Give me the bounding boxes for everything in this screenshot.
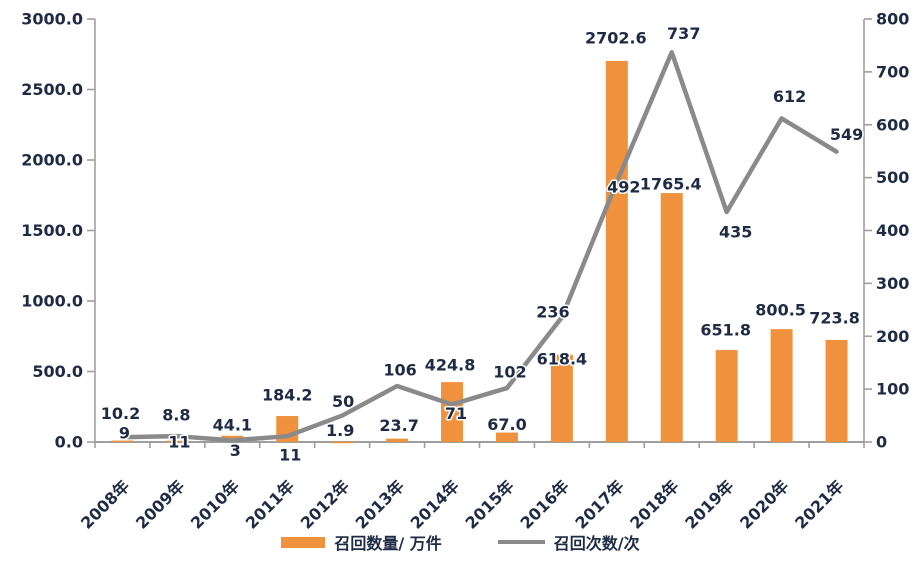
line-data-label: 492	[607, 177, 640, 196]
bar-data-label: 23.7	[379, 416, 418, 435]
right-axis-tick-label: 500	[876, 168, 909, 187]
left-axis-tick-label: 500.0	[32, 362, 83, 381]
bar-data-label: 2702.6	[585, 28, 647, 47]
x-axis-category-label: 2013年	[352, 476, 408, 530]
line-data-label: 737	[667, 24, 700, 43]
right-axis-tick-label: 0	[876, 433, 887, 452]
line-data-label: 549	[830, 125, 863, 144]
right-axis-tick-label: 300	[876, 274, 909, 293]
right-axis-tick-label: 100	[876, 380, 909, 399]
bar	[441, 382, 464, 442]
line-series	[120, 50, 839, 443]
x-axis-category-label: 2012年	[297, 476, 353, 530]
line-data-label: 102	[493, 363, 526, 382]
x-axis-category-label: 2017年	[571, 476, 627, 530]
line-data-label: 71	[445, 404, 467, 423]
bar	[715, 350, 738, 442]
bar	[166, 440, 189, 443]
x-axis-category-label: 2016年	[516, 476, 572, 530]
bar	[111, 440, 134, 443]
bar-data-label: 800.5	[755, 301, 806, 320]
bar	[550, 354, 573, 442]
bar-data-label: 67.0	[487, 415, 526, 434]
line-data-label: 9	[119, 424, 130, 443]
bar	[495, 432, 518, 442]
line-swatch-icon	[497, 540, 545, 544]
bar-data-label: 184.2	[262, 386, 313, 405]
left-axis-tick-label: 3000.0	[21, 10, 83, 29]
line-data-label: 3	[230, 441, 241, 460]
bar	[825, 339, 848, 442]
bar-data-label: 723.8	[809, 308, 860, 327]
right-axis-tick-label: 700	[876, 62, 909, 81]
x-axis-category-label: 2018年	[626, 476, 682, 530]
bar-data-label: 44.1	[213, 415, 252, 434]
line-data-label: 11	[279, 446, 301, 465]
line-data-label: 106	[383, 360, 416, 379]
legend-line-label: 召回次数/次	[553, 534, 640, 553]
x-axis-category-label: 2010年	[187, 476, 243, 530]
left-axis-tick-label: 0.0	[55, 433, 83, 452]
chart-legend: 召回数量/ 万件 召回次数/次	[0, 530, 921, 554]
right-axis-tick-label: 600	[876, 115, 909, 134]
bar-data-label: 424.8	[425, 356, 476, 375]
line-data-label: 435	[719, 222, 752, 241]
right-axis-tick-label: 200	[876, 327, 909, 346]
bar-data-label: 10.2	[101, 404, 140, 423]
left-axis-tick-label: 2500.0	[21, 80, 83, 99]
line-data-label: 11	[168, 433, 190, 452]
legend-bar-label: 召回数量/ 万件	[334, 534, 442, 553]
x-axis-category-label: 2020年	[736, 476, 792, 530]
bar-data-label: 618.4	[537, 349, 588, 368]
legend-item-bar-series: 召回数量/ 万件	[281, 530, 442, 554]
x-axis-category-label: 2008年	[77, 476, 133, 530]
x-axis-category-label: 2015年	[462, 476, 518, 530]
bar	[605, 60, 628, 442]
right-axis-tick-label: 400	[876, 221, 909, 240]
right-axis-tick-label: 800	[876, 10, 909, 29]
bar-data-label: 8.8	[162, 405, 190, 424]
bar	[660, 193, 683, 442]
x-axis-category-label: 2019年	[681, 476, 737, 530]
left-axis-tick-label: 2000.0	[21, 151, 83, 170]
legend-item-line-series: 召回次数/次	[497, 530, 640, 554]
x-axis-category-label: 2009年	[132, 476, 188, 530]
x-axis-category-label: 2021年	[791, 476, 847, 530]
chart-canvas: 3000.0 2500.0 2000.0 1500.0 1000.0 500.0 0.0 80…	[21, 10, 909, 531]
line-data-label: 612	[773, 87, 806, 106]
bar	[386, 438, 409, 442]
bar-data-label: 1765.4	[640, 175, 702, 194]
line-data-label: 236	[536, 303, 569, 322]
bar-data-label: 651.8	[700, 321, 751, 340]
bar-data-label: 1.9	[326, 421, 354, 440]
line-data-label: 50	[332, 392, 354, 411]
left-axis-tick-label: 1500.0	[21, 221, 83, 240]
bar	[331, 441, 354, 444]
left-axis-tick-label: 1000.0	[21, 292, 83, 311]
x-axis-category-label: 2014年	[407, 476, 463, 530]
x-axis-category-label: 2011年	[242, 476, 298, 530]
bar	[770, 329, 793, 442]
bar-swatch-icon	[281, 536, 326, 548]
